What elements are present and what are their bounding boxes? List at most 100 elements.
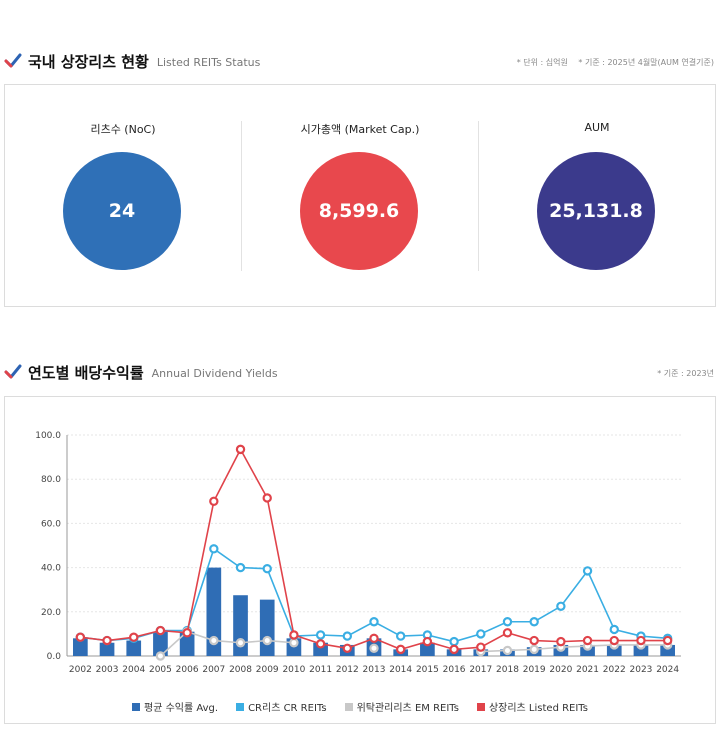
bar — [153, 631, 168, 656]
series-point — [315, 639, 326, 649]
stat-market-cap: 시가총액 (Market Cap.) 8,599.6 — [242, 85, 478, 305]
series-point — [502, 628, 513, 638]
divider — [478, 121, 479, 271]
legend-swatch-em — [344, 702, 353, 711]
stat-noc-label: 리츠수 (NoC) — [90, 123, 156, 136]
series-point — [235, 444, 246, 455]
y-tick-label: 80.0 — [41, 475, 61, 485]
stat-aum-label: AUM — [584, 121, 610, 134]
legend-item-avg: 평균 수익률 Avg. — [132, 699, 218, 714]
bar — [73, 638, 88, 656]
status-subtitle: Listed REITs Status — [156, 56, 261, 69]
status-panel: 리츠수 (NoC) 24 시가총액 (Market Cap.) 8,599.6 … — [4, 84, 716, 307]
series-line — [80, 547, 668, 643]
series-point — [235, 562, 246, 573]
legend-item-cr: CR리츠 CR REITs — [236, 699, 327, 714]
bar — [606, 644, 622, 656]
x-tick-label: 2020 — [549, 665, 572, 675]
bar — [206, 567, 222, 656]
bar — [633, 644, 649, 656]
dividend-note: * 기준 : 2023년 — [657, 369, 714, 378]
stat-aum-value: 25,131.8 — [549, 200, 643, 222]
x-tick-label: 2024 — [656, 665, 679, 675]
x-tick-label: 2018 — [496, 665, 519, 675]
x-tick-label: 2012 — [336, 665, 359, 675]
series-point — [609, 624, 619, 635]
bar — [126, 640, 142, 656]
series-point — [529, 617, 539, 627]
stat-market-cap-circle: 8,599.6 — [300, 152, 418, 270]
legend-swatch-cr — [236, 702, 245, 711]
dividend-section-header: 연도별 배당수익률 Annual Dividend Yields — [4, 360, 278, 384]
series-point — [155, 651, 166, 661]
series-point — [262, 493, 272, 503]
x-tick-label: 2011 — [309, 665, 332, 675]
x-tick-label: 2015 — [416, 665, 439, 675]
series-point — [102, 635, 112, 646]
y-tick-label: 20.0 — [41, 608, 61, 618]
stat-market-cap-value: 8,599.6 — [318, 200, 400, 222]
legend-item-listed: 상장리츠 Listed REITs — [476, 699, 588, 714]
x-tick-label: 2013 — [363, 665, 386, 675]
series-point — [582, 635, 593, 646]
x-tick-label: 2008 — [229, 665, 252, 675]
legend-label-em: 위탁관리리츠 EM REITs — [356, 703, 459, 714]
stat-aum-circle: 25,131.8 — [537, 152, 655, 270]
x-tick-label: 2002 — [69, 665, 92, 675]
dividend-chart: 0.0 20.0 40.0 60.0 80.0 100.0 2002 2003 2004 2005… — [35, 431, 681, 675]
y-tick-label: 0.0 — [47, 652, 62, 662]
series-point — [289, 638, 299, 648]
series-point — [395, 631, 406, 641]
dividend-subtitle: Annual Dividend Yields — [151, 367, 278, 380]
series-point — [476, 629, 486, 639]
legend-label-listed: 상장리츠 Listed REITs — [488, 703, 588, 714]
series-point — [529, 644, 539, 655]
legend-swatch-listed — [476, 702, 485, 711]
series-point — [289, 630, 299, 640]
x-tick-label: 2004 — [122, 665, 145, 675]
series-point — [529, 635, 539, 646]
series-point — [182, 628, 192, 638]
bar — [420, 642, 435, 656]
x-tick-label: 2006 — [176, 665, 199, 675]
stat-noc: 리츠수 (NoC) 24 — [5, 85, 241, 305]
dividend-chart-panel: 0.0 20.0 40.0 60.0 80.0 100.0 2002 2003 2004 2005… — [4, 396, 716, 724]
series-point — [556, 601, 566, 611]
series-point — [395, 644, 406, 655]
series-point — [209, 635, 219, 646]
series-point — [422, 636, 433, 647]
status-title: 국내 상장리츠 현황 — [28, 52, 149, 71]
x-tick-label: 2005 — [149, 665, 172, 675]
series-point — [129, 632, 139, 642]
series-point — [369, 643, 379, 653]
series-point — [262, 635, 272, 646]
series-point — [369, 617, 379, 627]
series-point — [502, 645, 513, 656]
x-tick-label: 2010 — [282, 665, 305, 675]
series-point — [556, 636, 566, 647]
x-tick-label: 2019 — [523, 665, 546, 675]
check-icon — [4, 53, 22, 68]
series-point — [636, 635, 646, 646]
stat-noc-value: 24 — [108, 200, 136, 222]
x-tick-label: 2016 — [443, 665, 466, 675]
series-point — [449, 636, 459, 647]
bar — [99, 642, 115, 656]
bar — [660, 644, 675, 656]
y-tick-label: 40.0 — [41, 564, 61, 574]
bar — [259, 599, 275, 656]
y-tick-label: 100.0 — [35, 431, 61, 441]
x-tick-label: 2003 — [96, 665, 119, 675]
check-icon — [4, 364, 22, 379]
series-point — [609, 635, 619, 646]
legend-item-em: 위탁관리리츠 EM REITs — [344, 699, 459, 714]
dividend-title: 연도별 배당수익률 — [28, 363, 144, 382]
series-point — [662, 635, 673, 646]
x-tick-label: 2009 — [256, 665, 279, 675]
series-point — [209, 496, 219, 507]
x-tick-label: 2017 — [469, 665, 492, 675]
x-tick-label: 2014 — [389, 665, 412, 675]
legend-label-cr: CR리츠 CR REITs — [248, 703, 327, 714]
series-point — [502, 617, 513, 627]
series-point — [209, 544, 219, 554]
